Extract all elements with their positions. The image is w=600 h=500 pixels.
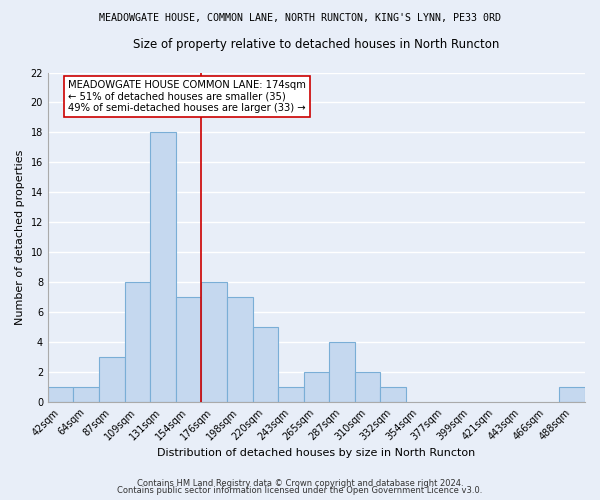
Bar xyxy=(304,372,329,402)
Bar xyxy=(150,132,176,402)
Bar xyxy=(99,357,125,402)
Bar xyxy=(227,298,253,402)
X-axis label: Distribution of detached houses by size in North Runcton: Distribution of detached houses by size … xyxy=(157,448,476,458)
Text: MEADOWGATE HOUSE, COMMON LANE, NORTH RUNCTON, KING'S LYNN, PE33 0RD: MEADOWGATE HOUSE, COMMON LANE, NORTH RUN… xyxy=(99,12,501,22)
Text: MEADOWGATE HOUSE COMMON LANE: 174sqm
← 51% of detached houses are smaller (35)
4: MEADOWGATE HOUSE COMMON LANE: 174sqm ← 5… xyxy=(68,80,306,113)
Bar xyxy=(202,282,227,402)
Text: Contains HM Land Registry data © Crown copyright and database right 2024.: Contains HM Land Registry data © Crown c… xyxy=(137,478,463,488)
Bar xyxy=(278,387,304,402)
Text: Contains public sector information licensed under the Open Government Licence v3: Contains public sector information licen… xyxy=(118,486,482,495)
Bar xyxy=(73,387,99,402)
Bar xyxy=(125,282,150,402)
Bar xyxy=(355,372,380,402)
Bar xyxy=(253,327,278,402)
Y-axis label: Number of detached properties: Number of detached properties xyxy=(15,150,25,325)
Bar xyxy=(559,387,585,402)
Title: Size of property relative to detached houses in North Runcton: Size of property relative to detached ho… xyxy=(133,38,500,51)
Bar xyxy=(329,342,355,402)
Bar xyxy=(48,387,73,402)
Bar xyxy=(176,298,202,402)
Bar xyxy=(380,387,406,402)
